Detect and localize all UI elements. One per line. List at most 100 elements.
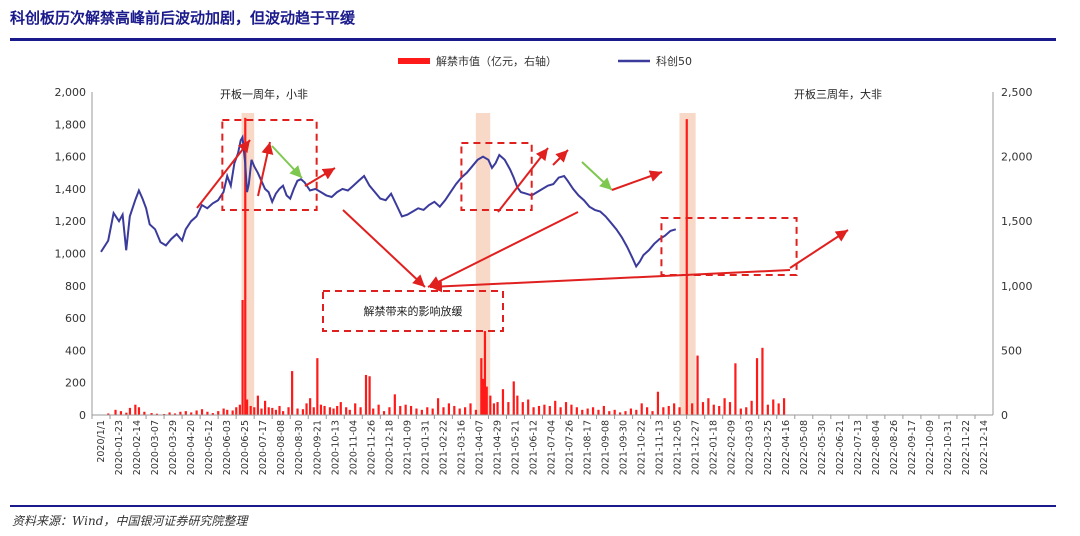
unlock-bar xyxy=(336,405,339,415)
green-arrow xyxy=(271,145,303,179)
unlock-bar xyxy=(235,407,238,415)
unlock-bar xyxy=(431,408,434,415)
unlock-bar xyxy=(388,407,391,415)
red-arrow xyxy=(342,209,426,288)
unlock-bar xyxy=(453,405,456,415)
x-tick-label: 2021-07-26 xyxy=(565,420,576,475)
x-tick-label: 2021-05-21 xyxy=(510,420,521,475)
unlock-bar xyxy=(332,408,335,415)
unlock-bar xyxy=(777,403,780,415)
unlock-bar xyxy=(173,413,177,415)
unlock-bar xyxy=(241,300,244,415)
unlock-bar xyxy=(651,411,654,415)
unlock-bar xyxy=(409,405,413,415)
unlock-bar xyxy=(263,400,267,415)
unlock-bar xyxy=(107,413,110,415)
unlock-bar xyxy=(728,402,732,415)
x-tick-label: 2020-06-03 xyxy=(222,420,233,475)
unlock-bar xyxy=(368,376,371,415)
x-tick-label: 2021-12-27 xyxy=(691,420,702,475)
red-arrow xyxy=(304,167,336,187)
x-tick-label: 2022-05-30 xyxy=(817,420,828,475)
unlock-bar xyxy=(163,413,166,415)
unlock-bar xyxy=(271,407,274,415)
unlock-bar xyxy=(267,407,270,415)
y-left-tick-label: 1,400 xyxy=(55,183,87,196)
unlock-bar xyxy=(359,407,362,415)
legend: 解禁市值（亿元，右轴） 科创50 xyxy=(398,54,692,68)
y-right-tick-label: 1,500 xyxy=(1001,215,1033,228)
x-tick-label: 2020-04-20 xyxy=(186,420,197,475)
x-tick-label: 2022-03-03 xyxy=(745,420,756,475)
unlock-bar xyxy=(712,404,715,415)
x-tick-label: 2021-06-12 xyxy=(528,420,539,475)
x-tick-label: 2022-11-22 xyxy=(961,420,972,475)
unlock-bar xyxy=(745,407,748,415)
unlock-bar xyxy=(150,413,153,415)
x-tick-label: 2021-08-17 xyxy=(583,420,594,475)
x-tick-label: 2020-06-25 xyxy=(240,420,251,475)
unlock-bar xyxy=(436,398,440,415)
unlock-bar xyxy=(190,412,193,415)
unlock-bar xyxy=(527,399,530,415)
unlock-bar xyxy=(469,403,472,415)
annotation-text: 开板三周年，大非 xyxy=(794,87,882,101)
x-tick-label: 2021-12-05 xyxy=(673,420,684,475)
unlock-bar xyxy=(377,404,380,415)
unlock-bar xyxy=(489,395,492,415)
unlock-bar xyxy=(624,411,627,415)
x-tick-label: 2020-10-13 xyxy=(330,420,341,475)
x-tick-label: 2022-08-26 xyxy=(889,420,900,475)
unlock-bar xyxy=(586,408,589,415)
unlock-bar xyxy=(673,403,676,415)
unlock-bar xyxy=(464,407,467,415)
unlock-bar xyxy=(184,411,187,415)
unlock-bar xyxy=(750,400,753,415)
unlock-bar xyxy=(244,117,247,415)
x-tick-label: 2021-01-09 xyxy=(402,420,413,475)
unlock-bar xyxy=(134,404,137,415)
x-tick-label: 2020-08-08 xyxy=(276,420,287,475)
y-left-tick-label: 400 xyxy=(65,344,86,357)
unlock-bar xyxy=(501,389,505,415)
unlock-bar xyxy=(591,407,595,415)
unlock-bar xyxy=(458,408,461,415)
unlock-bar xyxy=(521,402,524,415)
x-tick-label: 2020-08-30 xyxy=(294,420,305,475)
unlock-bar xyxy=(404,404,407,415)
legend-swatch-bar xyxy=(398,58,430,64)
unlock-bar xyxy=(516,395,519,415)
red-arrow xyxy=(429,269,791,293)
y-right-tick-label: 0 xyxy=(1001,409,1008,422)
unlock-bar xyxy=(143,411,146,415)
x-tick-label: 2022-01-18 xyxy=(709,420,720,475)
red-arrow xyxy=(427,211,579,288)
red-arrow xyxy=(497,147,549,213)
unlock-bar xyxy=(618,412,622,415)
unlock-bar xyxy=(348,409,351,415)
unlock-bar xyxy=(226,409,229,415)
unlock-bar xyxy=(372,408,375,415)
unlock-bar xyxy=(354,403,357,415)
green-arrow xyxy=(581,161,613,191)
unlock-bar xyxy=(274,409,278,415)
unlock-bar xyxy=(575,407,578,415)
y-right-tick-label: 2,500 xyxy=(1001,86,1033,99)
x-tick-label: 2022-12-14 xyxy=(979,420,990,475)
unlock-bar xyxy=(613,409,616,415)
unlock-bar xyxy=(253,407,256,415)
y-left-tick-label: 0 xyxy=(79,409,86,422)
unlock-bar xyxy=(393,394,396,415)
unlock-bar xyxy=(420,409,423,415)
x-tick-label: 2021-01-31 xyxy=(420,420,431,475)
unlock-bar xyxy=(707,398,710,415)
unlock-bar xyxy=(399,405,402,415)
unlock-bar xyxy=(485,386,488,415)
unlock-bar xyxy=(696,355,699,415)
unlock-bar xyxy=(602,405,605,415)
unlock-bar xyxy=(282,411,285,415)
unlock-bar xyxy=(312,407,315,415)
x-tick-label: 2021-11-13 xyxy=(655,420,666,475)
x-tick-label: 2021-07-04 xyxy=(547,420,558,475)
